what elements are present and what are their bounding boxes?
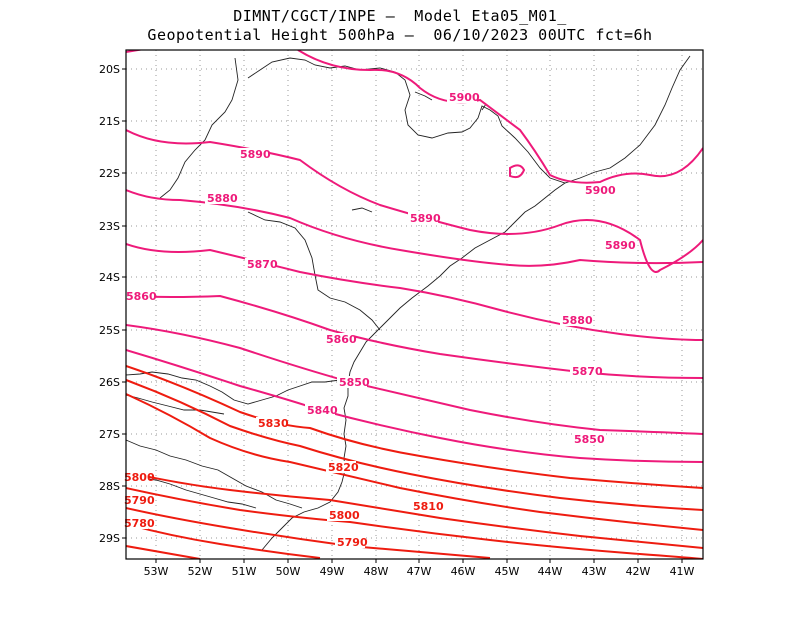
lon-label: 41W <box>670 565 695 578</box>
lat-label: 21S <box>99 115 120 128</box>
lat-axis: 20S 21S 22S 23S 24S 25S 26S 27S 28S 29S <box>99 63 126 545</box>
contour-label: 5890 <box>605 239 636 252</box>
contour-label: 5880 <box>562 314 593 327</box>
contours-low <box>126 365 703 559</box>
contour-label: 5800 <box>329 509 360 522</box>
contours-high <box>126 50 703 463</box>
lon-label: 48W <box>364 565 389 578</box>
contour-label: 5880 <box>207 192 238 205</box>
lon-label: 52W <box>188 565 213 578</box>
contour-label: 5870 <box>572 365 603 378</box>
lat-label: 25S <box>99 324 120 337</box>
lon-label: 53W <box>144 565 169 578</box>
contour-label: 5860 <box>326 333 357 346</box>
lon-label: 49W <box>320 565 345 578</box>
contour-label: 5800 <box>124 471 155 484</box>
map-frame <box>125 49 704 560</box>
lat-label: 26S <box>99 376 120 389</box>
lat-label: 23S <box>99 220 120 233</box>
lon-label: 44W <box>538 565 563 578</box>
lon-label: 50W <box>276 565 301 578</box>
map-title-line1: DIMNT/CGCT/INPE – Model Eta05_M01_ <box>233 7 567 25</box>
map-title-line2: Geopotential Height 500hPa – 06/10/2023 … <box>147 26 653 44</box>
lat-label: 20S <box>99 63 120 76</box>
lon-label: 42W <box>626 565 651 578</box>
contour-label: 5900 <box>449 91 480 104</box>
contour-label: 5790 <box>337 536 368 549</box>
lon-label: 51W <box>232 565 257 578</box>
lon-label: 46W <box>451 565 476 578</box>
lat-label: 22S <box>99 167 120 180</box>
contour-label: 5840 <box>307 404 338 417</box>
coastline-borders <box>126 55 691 551</box>
lat-label: 28S <box>99 480 120 493</box>
contour-label: 5780 <box>124 517 155 530</box>
contour-label: 5850 <box>339 376 370 389</box>
contour-label: 5860 <box>126 290 157 303</box>
lon-label: 43W <box>582 565 607 578</box>
contour-label: 5850 <box>574 433 605 446</box>
lat-label: 27S <box>99 428 120 441</box>
contour-label: 5830 <box>258 417 289 430</box>
contour-label: 5810 <box>413 500 444 513</box>
contour-label: 5790 <box>124 494 155 507</box>
lon-axis: 53W 52W 51W 50W 49W 48W 47W 46W 45W 44W … <box>144 559 695 578</box>
contour-label: 5890 <box>240 148 271 161</box>
lon-label: 45W <box>495 565 520 578</box>
contour-label: 5820 <box>328 461 359 474</box>
contour-label: 5870 <box>247 258 278 271</box>
contour-label: 5900 <box>585 184 616 197</box>
contour-labels: 5900 5900 5890 5890 5890 5880 5880 5870 … <box>124 91 636 549</box>
lat-label: 24S <box>99 271 120 284</box>
contour-label: 5890 <box>410 212 441 225</box>
lon-label: 47W <box>407 565 432 578</box>
lat-label: 29S <box>99 532 120 545</box>
